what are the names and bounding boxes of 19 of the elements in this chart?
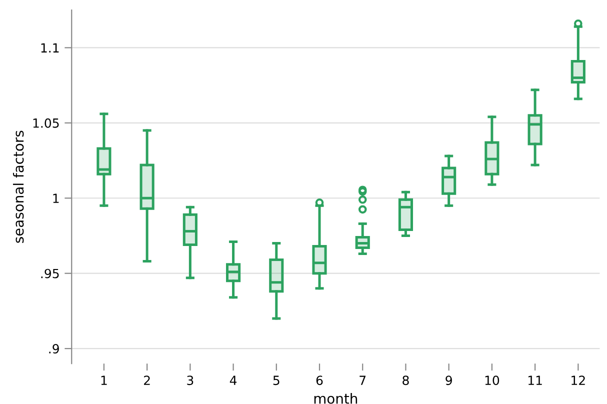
x-tick-label: 8 bbox=[402, 376, 409, 386]
x-tick-label: 1 bbox=[101, 376, 107, 385]
x-tick-label: 2 bbox=[144, 376, 150, 385]
x-axis-title: month bbox=[314, 393, 358, 404]
x-tick-label: 11 bbox=[528, 376, 542, 385]
x-tick-label: 4 bbox=[230, 376, 237, 385]
x-tick-label: 6 bbox=[316, 376, 323, 386]
x-tick-label: 7 bbox=[360, 376, 366, 385]
y-tick-label: .95 bbox=[41, 268, 59, 278]
y-tick-label: .9 bbox=[49, 344, 59, 354]
x-tick-label: 3 bbox=[187, 376, 194, 386]
y-tick-label: 1.05 bbox=[33, 118, 59, 128]
y-tick-label: 1 bbox=[53, 194, 59, 203]
x-tick-label: 5 bbox=[273, 376, 280, 386]
y-axis-title: seasonal factors bbox=[12, 130, 24, 243]
x-tick-label: 10 bbox=[485, 376, 500, 386]
x-tick-label: 9 bbox=[446, 376, 452, 386]
x-tick-label: 12 bbox=[572, 376, 585, 385]
y-tick-label: 1.1 bbox=[41, 43, 59, 52]
